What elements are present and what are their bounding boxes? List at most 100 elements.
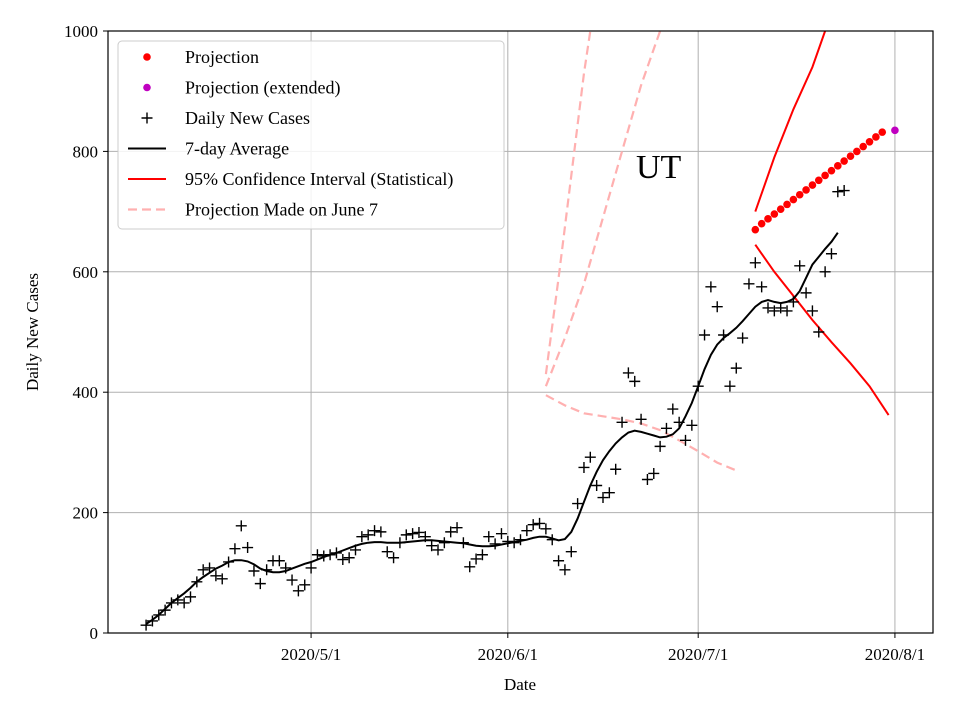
y-tick-label: 1000 (64, 22, 98, 41)
daily-cases-marker (787, 296, 799, 308)
daily-cases-marker (178, 597, 190, 609)
daily-cases-marker (686, 419, 698, 431)
daily-cases-marker (305, 562, 317, 574)
projection-point (751, 225, 760, 234)
daily-cases-marker (648, 467, 660, 479)
daily-cases-marker (311, 549, 323, 561)
daily-cases-marker (280, 562, 292, 574)
projection-point (840, 157, 848, 165)
legend-label: Projection (185, 47, 259, 67)
daily-cases-marker (438, 537, 450, 549)
june7-projection-middle (544, 31, 662, 387)
projection-point (827, 166, 836, 175)
daily-cases-marker (680, 434, 691, 446)
ci-lower-line (754, 244, 890, 416)
daily-cases-marker (350, 544, 361, 556)
daily-cases-marker (356, 531, 368, 543)
daily-cases-marker (762, 302, 774, 314)
daily-cases-marker (756, 281, 768, 293)
ticks: 2020/5/1 2020/6/1 2020/7/1 2020/8/1 0 200 400 6… (64, 22, 925, 664)
june7-projection-upper (544, 31, 592, 375)
x-tick-label: 2020/5/1 (281, 645, 341, 664)
projection-point (808, 181, 817, 189)
daily-cases-marker (292, 585, 304, 597)
daily-cases-marker (654, 440, 666, 452)
daily-cases-marker (419, 531, 431, 543)
daily-cases-marker (616, 416, 628, 428)
daily-cases-marker (242, 542, 254, 554)
daily-cases-marker (394, 537, 406, 549)
projection-extended-point (891, 126, 899, 135)
daily-cases-marker (324, 549, 336, 561)
projection-point (853, 147, 861, 156)
daily-cases-marker (483, 531, 495, 543)
x-tick-label: 2020/7/1 (668, 645, 728, 664)
daily-cases-marker (464, 561, 476, 573)
daily-cases-marker (578, 461, 590, 473)
projection-point (872, 133, 880, 141)
daily-cases-marker (508, 537, 520, 549)
legend-label: 7-day Average (185, 139, 289, 159)
x-tick-label: 2020/8/1 (865, 645, 925, 664)
daily-cases-marker (432, 544, 444, 556)
daily-cases-marker (718, 329, 730, 341)
daily-cases-marker (261, 564, 273, 576)
daily-cases-marker (337, 554, 349, 566)
daily-cases-marker (838, 185, 850, 197)
legend-projection-dot (143, 53, 151, 61)
daily-cases-marker (546, 534, 558, 546)
legend-box (117, 40, 505, 230)
plot-frame (107, 30, 934, 634)
seven-day-average-line (145, 232, 839, 625)
daily-cases-marker (800, 287, 812, 299)
daily-cases-marker (495, 528, 507, 540)
daily-cases-marker (445, 526, 457, 538)
daily-cases-marker (610, 463, 622, 475)
daily-cases-marker (204, 562, 216, 574)
daily-cases-marker (591, 480, 603, 492)
projection-point (802, 186, 810, 194)
daily-cases-marker (369, 525, 381, 537)
ci-upper-line (754, 31, 827, 212)
daily-cases-marker (413, 526, 425, 538)
daily-cases-marker (172, 594, 184, 606)
daily-cases-marker (743, 278, 755, 290)
daily-cases-marker (813, 326, 825, 338)
projection-point (770, 210, 779, 218)
projection-point (846, 152, 855, 161)
projection-point (776, 205, 785, 213)
y-axis-label: Daily New Cases (23, 273, 42, 391)
daily-cases-marker (711, 301, 723, 313)
legend-plus-marker (141, 112, 153, 124)
x-axis-label: Date (504, 675, 536, 694)
daily-cases-marker (775, 302, 787, 314)
daily-cases-marker (705, 281, 717, 293)
daily-cases-marker (400, 529, 412, 541)
daily-cases-marker (318, 550, 330, 562)
daily-cases-marker (603, 487, 615, 499)
daily-cases-marker (235, 520, 247, 532)
daily-cases-marker (388, 552, 400, 564)
projection-point (795, 190, 804, 199)
daily-cases-marker (299, 579, 311, 591)
daily-cases-marker (330, 547, 342, 559)
daily-cases-marker (451, 522, 463, 534)
y-tick-label: 800 (73, 142, 99, 161)
daily-cases-marker (559, 564, 571, 576)
state-annotation: UT (636, 149, 682, 186)
daily-cases-marker (540, 523, 552, 535)
daily-cases-marker (794, 260, 806, 272)
legend-label: Projection (extended) (185, 78, 340, 99)
daily-cases-marker (381, 546, 393, 558)
daily-cases-marker (223, 556, 235, 568)
daily-cases-marker (749, 257, 761, 269)
daily-cases-marker (699, 329, 711, 341)
y-tick-label: 200 (73, 504, 99, 523)
daily-cases-marker (248, 565, 260, 577)
daily-cases-marker (426, 540, 438, 552)
daily-cases-marker (724, 380, 736, 392)
daily-cases-marker (165, 597, 177, 609)
daily-cases-marker (641, 473, 653, 485)
daily-cases-marker (254, 578, 266, 590)
